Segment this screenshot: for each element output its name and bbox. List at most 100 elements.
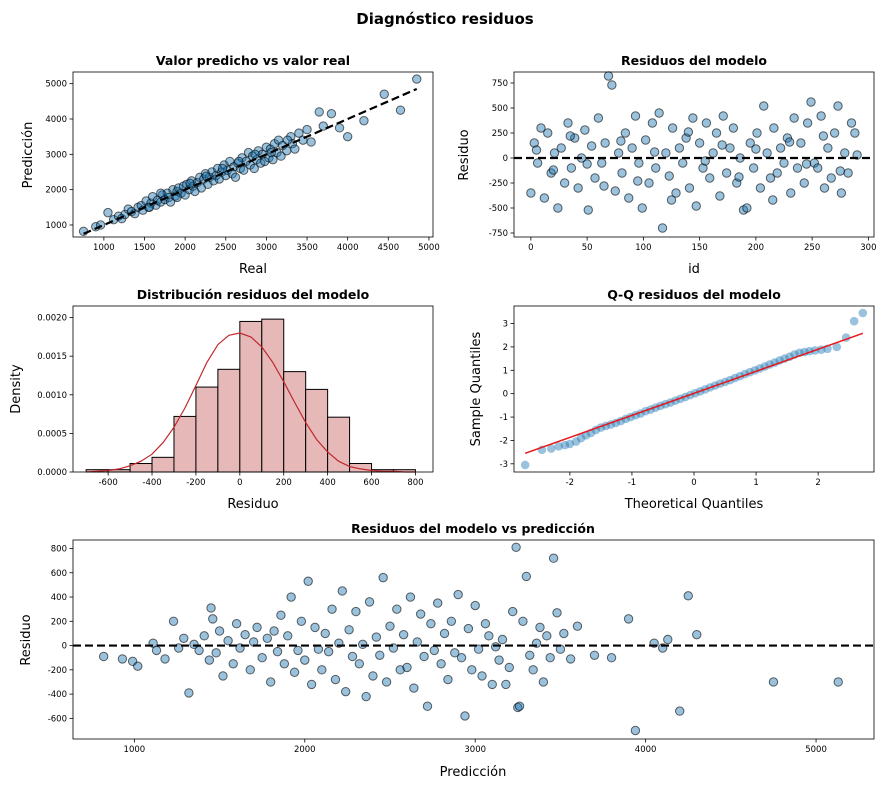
data-point — [477, 671, 487, 681]
x-tick-label: 0 — [528, 243, 533, 253]
data-point — [616, 136, 626, 146]
data-point — [398, 629, 409, 640]
data-point — [606, 653, 617, 663]
data-point — [536, 123, 546, 133]
data-point — [412, 637, 422, 647]
y-tick-label: 500 — [492, 104, 508, 114]
x-tick-label: -200 — [186, 478, 205, 488]
data-point — [597, 158, 607, 168]
plot-frame — [72, 71, 434, 238]
data-point — [772, 168, 782, 178]
data-point — [654, 108, 664, 118]
data-point — [708, 148, 718, 158]
data-point — [725, 143, 735, 153]
data-point — [470, 600, 480, 611]
data-point — [849, 316, 859, 326]
data-point — [342, 131, 353, 142]
data-point — [405, 592, 416, 602]
data-point — [340, 686, 351, 697]
panel-residuals-vs-prediction: Residuos del modelo vs predicción 1000 20… — [19, 521, 875, 780]
data-point — [775, 143, 786, 153]
y-tick-label: -200 — [48, 666, 67, 676]
data-point — [460, 711, 470, 721]
y-tick-label: 250 — [492, 129, 508, 139]
data-point — [204, 655, 215, 665]
data-point — [433, 598, 443, 608]
data-point — [249, 163, 259, 174]
data-point — [147, 192, 158, 202]
data-point — [228, 659, 238, 669]
data-point — [185, 178, 195, 188]
data-point — [683, 127, 694, 137]
panel-title: Residuos del modelo — [621, 53, 767, 68]
data-point — [467, 665, 477, 675]
x-tick-label: 5000 — [805, 745, 827, 755]
y-tick-label: -500 — [489, 204, 508, 214]
y-axis-label: Residuo — [457, 129, 472, 180]
data-point — [344, 625, 354, 635]
data-point — [381, 677, 392, 687]
data-point — [691, 201, 701, 211]
x-tick-label: -1 — [628, 478, 636, 488]
data-point — [184, 688, 194, 698]
data-point — [573, 183, 583, 193]
y-tick-label: 3 — [503, 320, 508, 330]
y-axis-label: Sample Quantiles — [469, 331, 484, 446]
y-tick-label: -2 — [500, 436, 508, 446]
x-axis-label: Theoretical Quantiles — [624, 497, 764, 512]
data-point — [279, 659, 290, 669]
data-point — [572, 621, 583, 631]
x-tick-label: 100 — [635, 243, 651, 253]
y-tick-label: 0.0020 — [37, 314, 67, 324]
data-point — [565, 654, 576, 664]
data-point — [627, 143, 637, 153]
data-point — [323, 646, 334, 657]
data-point — [630, 111, 641, 121]
data-point — [257, 653, 267, 663]
data-point — [117, 654, 128, 664]
data-point — [507, 606, 518, 617]
reference-line — [83, 87, 418, 235]
data-point — [675, 706, 685, 716]
data-point — [566, 163, 577, 173]
data-point — [858, 308, 868, 318]
data-point — [368, 671, 378, 681]
data-point — [768, 195, 778, 205]
data-point — [583, 205, 593, 215]
data-point — [286, 592, 296, 602]
data-point — [570, 133, 580, 143]
data-point — [378, 572, 388, 583]
data-point — [819, 183, 830, 193]
data-point — [664, 171, 674, 181]
x-tick-label: 1000 — [93, 243, 115, 253]
data-point — [443, 674, 453, 685]
data-point — [796, 138, 806, 148]
data-point — [748, 163, 759, 173]
data-point — [559, 178, 570, 188]
data-point — [694, 138, 705, 148]
data-point — [532, 158, 543, 168]
data-point — [334, 123, 345, 133]
data-point — [784, 137, 795, 147]
data-point — [300, 655, 310, 665]
data-point — [633, 176, 643, 186]
histogram-bar — [173, 415, 197, 473]
data-point — [480, 619, 491, 629]
y-tick-label: 800 — [51, 544, 67, 554]
data-point — [473, 644, 484, 654]
data-point — [392, 604, 402, 614]
x-tick-label: 4000 — [337, 243, 359, 253]
data-point — [554, 441, 563, 451]
data-point — [276, 610, 286, 620]
data-point — [552, 608, 562, 618]
data-point — [613, 148, 624, 158]
x-tick-label: 1 — [753, 478, 758, 488]
x-tick-label: 0 — [691, 478, 696, 488]
data-point — [711, 128, 722, 138]
data-point — [286, 131, 296, 142]
data-point — [599, 181, 609, 191]
data-point — [543, 128, 553, 138]
data-point — [214, 626, 225, 636]
data-point — [179, 633, 189, 643]
